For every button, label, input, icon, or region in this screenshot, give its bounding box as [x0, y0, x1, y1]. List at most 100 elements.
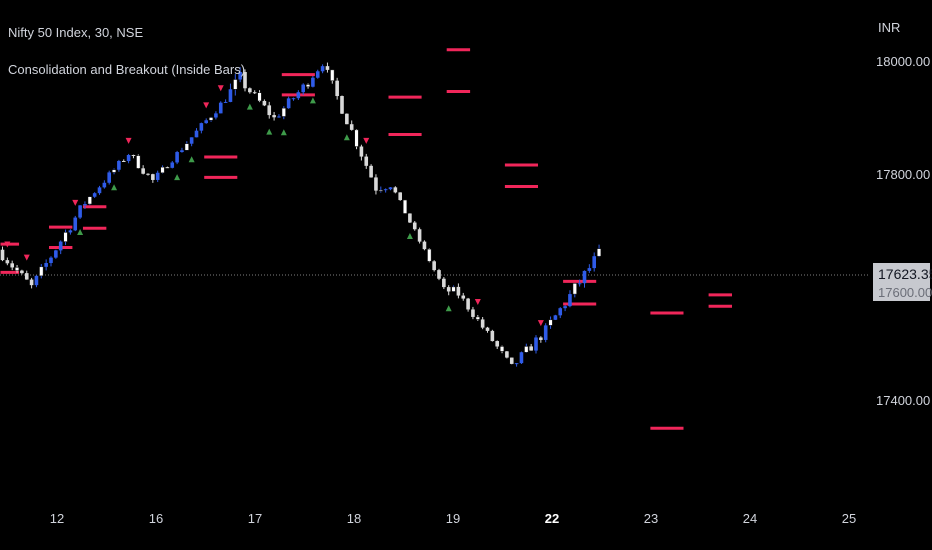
- time-tick-label: 24: [742, 511, 758, 526]
- candle-body: [422, 241, 427, 250]
- candle-body: [277, 116, 281, 118]
- candle-body: [335, 80, 339, 97]
- candle-body: [194, 130, 199, 138]
- hidden-price-tick: 17600.00: [878, 285, 932, 300]
- breakout-up-arrow: [246, 103, 253, 110]
- breakout-up-arrow: [266, 128, 273, 135]
- candle-body: [582, 270, 587, 284]
- candle-body: [301, 84, 305, 93]
- candle-body: [87, 196, 92, 205]
- candle-body: [252, 92, 257, 94]
- candle-body: [398, 192, 402, 201]
- indicator-title[interactable]: Consolidation and Breakout (Inside Bars): [8, 62, 246, 77]
- candle-body: [553, 315, 558, 320]
- breakout-up-arrow: [188, 156, 195, 163]
- candle-body: [189, 137, 194, 144]
- breakout-down-arrow: [474, 298, 481, 305]
- candle-body: [83, 204, 87, 206]
- candle-body: [340, 96, 344, 114]
- candle-body: [204, 120, 208, 124]
- price-tick-label: 17800.00: [876, 167, 931, 183]
- candle-body: [597, 248, 602, 257]
- candle-body: [592, 256, 596, 269]
- candle-body: [262, 100, 267, 106]
- breakout-down-arrow: [363, 137, 370, 144]
- candle-body: [466, 298, 470, 310]
- candle-body: [97, 187, 102, 194]
- time-tick-label: 12: [49, 511, 65, 526]
- candle-body: [500, 346, 505, 352]
- breakout-down-arrow: [217, 85, 224, 92]
- breakout-up-arrow: [280, 129, 287, 136]
- time-tick-label: 19: [445, 511, 461, 526]
- candle-body: [286, 98, 291, 109]
- candle-body: [383, 189, 388, 191]
- candle-body: [548, 319, 553, 326]
- candle-body: [107, 172, 111, 183]
- candle-body: [155, 172, 160, 180]
- candle-body: [121, 160, 126, 162]
- candle-body: [112, 169, 117, 173]
- candle-body: [281, 107, 286, 117]
- candle-body: [34, 275, 39, 286]
- consolidation-lines: [0, 48, 732, 430]
- candle-body: [68, 230, 73, 233]
- candle-body: [209, 117, 214, 121]
- candle-body: [509, 357, 514, 364]
- candle-body: [490, 330, 495, 342]
- candle-body: [378, 189, 383, 192]
- candle-body: [54, 250, 58, 258]
- last-price-value: 17623.35: [878, 266, 932, 282]
- time-tick-label: 18: [346, 511, 362, 526]
- breakout-down-arrow: [23, 254, 30, 261]
- breakout-down-arrow: [537, 320, 544, 327]
- candle-body: [248, 88, 252, 93]
- symbol-title[interactable]: Nifty 50 Index, 30, NSE: [8, 25, 144, 40]
- candle-body: [325, 66, 330, 70]
- candle-body: [529, 346, 533, 351]
- candle-body: [20, 270, 24, 274]
- candle-body: [587, 268, 592, 271]
- candle-body: [417, 229, 422, 242]
- candle-body: [291, 98, 296, 100]
- time-tick-label: 22: [544, 511, 560, 526]
- candle-body: [257, 92, 262, 102]
- time-tick-label: 23: [643, 511, 659, 526]
- candle-body: [534, 337, 538, 351]
- breakout-up-arrow: [174, 174, 181, 181]
- candle-body: [238, 72, 242, 80]
- candle-body: [427, 248, 432, 262]
- candle-body: [524, 346, 529, 353]
- candle-body: [102, 182, 107, 188]
- candle-body: [349, 124, 354, 130]
- candle-body: [320, 66, 325, 72]
- candle-body: [330, 69, 335, 81]
- breakout-up-arrow: [77, 229, 84, 236]
- candle-body: [437, 270, 441, 279]
- candle-body: [393, 187, 398, 193]
- candle-body: [73, 217, 78, 231]
- candle-body: [388, 187, 393, 190]
- candle-body: [267, 105, 272, 116]
- candle-body: [374, 177, 378, 191]
- candle-body: [15, 267, 20, 271]
- candle-body: [480, 319, 485, 328]
- last-price-badge: 17623.35 17600.00: [873, 263, 932, 301]
- candle-body: [223, 101, 228, 103]
- candle-body: [10, 263, 14, 268]
- candle-body: [272, 115, 276, 118]
- candle-body: [44, 263, 48, 267]
- candlesticks: [0, 62, 602, 367]
- breakout-up-arrow: [343, 134, 350, 141]
- candle-body: [495, 341, 499, 347]
- time-tick-label: 16: [148, 511, 164, 526]
- breakout-up-arrow: [406, 232, 413, 239]
- candle-body: [568, 294, 572, 307]
- breakout-signals: [4, 85, 544, 327]
- candle-body: [543, 325, 548, 340]
- breakout-down-arrow: [72, 199, 79, 206]
- candle-body: [5, 260, 10, 264]
- candle-body: [306, 84, 311, 87]
- candle-body: [311, 77, 315, 87]
